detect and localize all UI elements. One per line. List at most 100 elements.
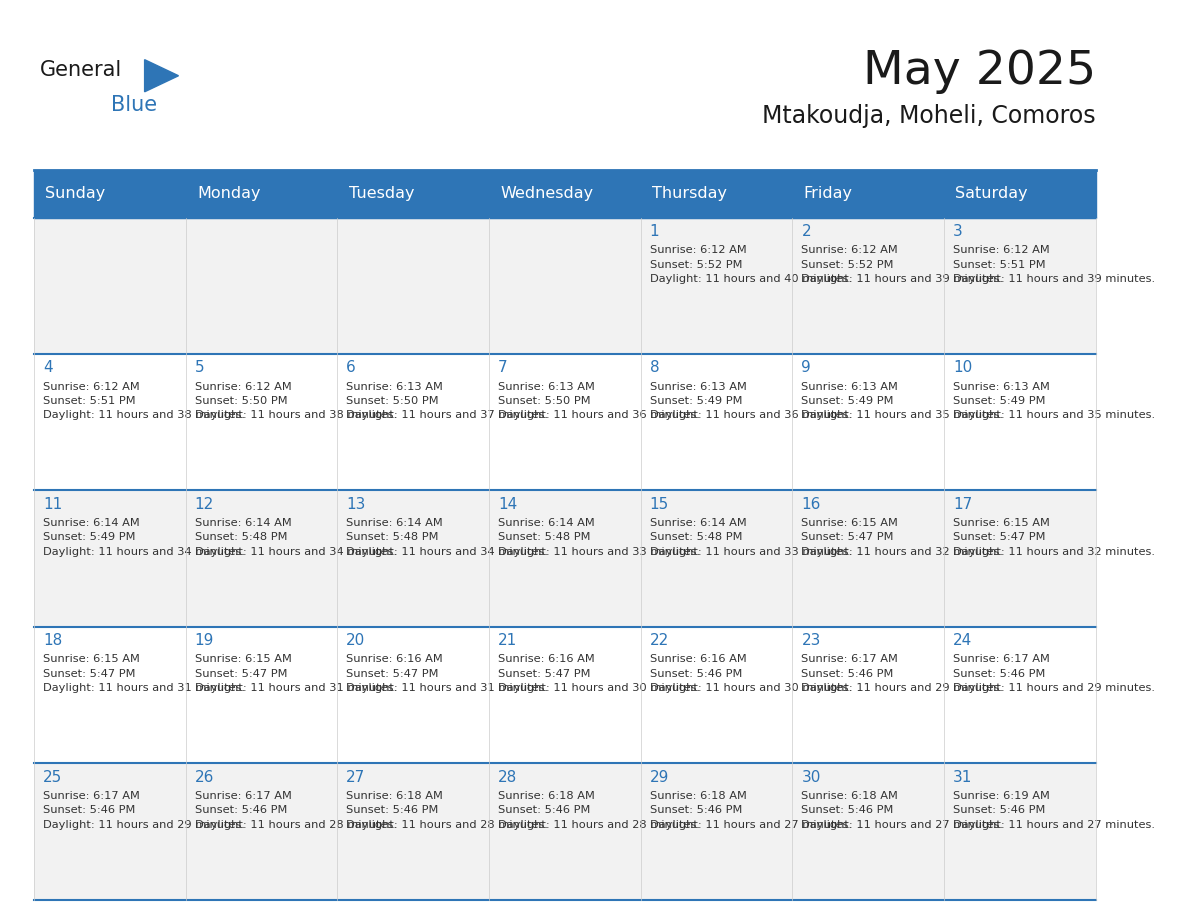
Text: 29: 29 xyxy=(650,769,669,785)
Text: Sunrise: 6:13 AM
Sunset: 5:49 PM
Daylight: 11 hours and 35 minutes.: Sunrise: 6:13 AM Sunset: 5:49 PM Dayligh… xyxy=(802,382,1004,420)
FancyBboxPatch shape xyxy=(944,490,1095,627)
Text: 17: 17 xyxy=(953,497,973,512)
Text: Sunrise: 6:14 AM
Sunset: 5:48 PM
Daylight: 11 hours and 34 minutes.: Sunrise: 6:14 AM Sunset: 5:48 PM Dayligh… xyxy=(195,518,397,556)
Text: Sunrise: 6:15 AM
Sunset: 5:47 PM
Daylight: 11 hours and 31 minutes.: Sunrise: 6:15 AM Sunset: 5:47 PM Dayligh… xyxy=(43,655,245,693)
Text: Mtakoudja, Moheli, Comoros: Mtakoudja, Moheli, Comoros xyxy=(763,104,1095,128)
Text: 15: 15 xyxy=(650,497,669,512)
FancyBboxPatch shape xyxy=(185,490,337,627)
Text: Sunrise: 6:15 AM
Sunset: 5:47 PM
Daylight: 11 hours and 31 minutes.: Sunrise: 6:15 AM Sunset: 5:47 PM Dayligh… xyxy=(195,655,397,693)
Text: 12: 12 xyxy=(195,497,214,512)
Text: May 2025: May 2025 xyxy=(862,49,1095,94)
FancyBboxPatch shape xyxy=(337,627,489,763)
FancyBboxPatch shape xyxy=(640,490,792,627)
Text: 3: 3 xyxy=(953,224,963,239)
Text: 5: 5 xyxy=(195,361,204,375)
FancyBboxPatch shape xyxy=(185,354,337,490)
FancyBboxPatch shape xyxy=(640,763,792,900)
FancyBboxPatch shape xyxy=(185,763,337,900)
Text: Sunrise: 6:17 AM
Sunset: 5:46 PM
Daylight: 11 hours and 29 minutes.: Sunrise: 6:17 AM Sunset: 5:46 PM Dayligh… xyxy=(953,655,1155,693)
Text: Blue: Blue xyxy=(110,95,157,115)
FancyBboxPatch shape xyxy=(337,170,489,218)
Text: Sunrise: 6:14 AM
Sunset: 5:49 PM
Daylight: 11 hours and 34 minutes.: Sunrise: 6:14 AM Sunset: 5:49 PM Dayligh… xyxy=(43,518,245,556)
FancyBboxPatch shape xyxy=(640,218,792,354)
Text: 11: 11 xyxy=(43,497,62,512)
Text: Sunrise: 6:15 AM
Sunset: 5:47 PM
Daylight: 11 hours and 32 minutes.: Sunrise: 6:15 AM Sunset: 5:47 PM Dayligh… xyxy=(802,518,1004,556)
FancyBboxPatch shape xyxy=(944,218,1095,354)
FancyBboxPatch shape xyxy=(792,490,944,627)
Text: Sunrise: 6:13 AM
Sunset: 5:49 PM
Daylight: 11 hours and 36 minutes.: Sunrise: 6:13 AM Sunset: 5:49 PM Dayligh… xyxy=(650,382,852,420)
FancyBboxPatch shape xyxy=(489,170,640,218)
Text: 23: 23 xyxy=(802,633,821,648)
Text: Sunrise: 6:14 AM
Sunset: 5:48 PM
Daylight: 11 hours and 34 minutes.: Sunrise: 6:14 AM Sunset: 5:48 PM Dayligh… xyxy=(347,518,549,556)
Text: Wednesday: Wednesday xyxy=(500,186,594,201)
Polygon shape xyxy=(145,60,178,92)
FancyBboxPatch shape xyxy=(944,170,1095,218)
Text: 8: 8 xyxy=(650,361,659,375)
FancyBboxPatch shape xyxy=(944,354,1095,490)
Text: Sunrise: 6:12 AM
Sunset: 5:50 PM
Daylight: 11 hours and 38 minutes.: Sunrise: 6:12 AM Sunset: 5:50 PM Dayligh… xyxy=(195,382,397,420)
Text: Sunrise: 6:13 AM
Sunset: 5:50 PM
Daylight: 11 hours and 37 minutes.: Sunrise: 6:13 AM Sunset: 5:50 PM Dayligh… xyxy=(347,382,549,420)
Text: Sunrise: 6:18 AM
Sunset: 5:46 PM
Daylight: 11 hours and 28 minutes.: Sunrise: 6:18 AM Sunset: 5:46 PM Dayligh… xyxy=(498,790,700,830)
FancyBboxPatch shape xyxy=(337,490,489,627)
FancyBboxPatch shape xyxy=(640,354,792,490)
Text: Sunrise: 6:16 AM
Sunset: 5:47 PM
Daylight: 11 hours and 30 minutes.: Sunrise: 6:16 AM Sunset: 5:47 PM Dayligh… xyxy=(498,655,700,693)
FancyBboxPatch shape xyxy=(792,170,944,218)
Text: Sunrise: 6:18 AM
Sunset: 5:46 PM
Daylight: 11 hours and 27 minutes.: Sunrise: 6:18 AM Sunset: 5:46 PM Dayligh… xyxy=(802,790,1004,830)
Text: Friday: Friday xyxy=(804,186,853,201)
Text: Sunrise: 6:15 AM
Sunset: 5:47 PM
Daylight: 11 hours and 32 minutes.: Sunrise: 6:15 AM Sunset: 5:47 PM Dayligh… xyxy=(953,518,1155,556)
Text: Sunrise: 6:16 AM
Sunset: 5:47 PM
Daylight: 11 hours and 31 minutes.: Sunrise: 6:16 AM Sunset: 5:47 PM Dayligh… xyxy=(347,655,549,693)
FancyBboxPatch shape xyxy=(792,354,944,490)
Text: Sunrise: 6:16 AM
Sunset: 5:46 PM
Daylight: 11 hours and 30 minutes.: Sunrise: 6:16 AM Sunset: 5:46 PM Dayligh… xyxy=(650,655,852,693)
Text: 19: 19 xyxy=(195,633,214,648)
Text: Sunrise: 6:14 AM
Sunset: 5:48 PM
Daylight: 11 hours and 33 minutes.: Sunrise: 6:14 AM Sunset: 5:48 PM Dayligh… xyxy=(498,518,700,556)
Text: 20: 20 xyxy=(347,633,366,648)
Text: Sunrise: 6:14 AM
Sunset: 5:48 PM
Daylight: 11 hours and 33 minutes.: Sunrise: 6:14 AM Sunset: 5:48 PM Dayligh… xyxy=(650,518,852,556)
FancyBboxPatch shape xyxy=(489,763,640,900)
Text: 4: 4 xyxy=(43,361,52,375)
FancyBboxPatch shape xyxy=(337,218,489,354)
Text: Thursday: Thursday xyxy=(652,186,727,201)
FancyBboxPatch shape xyxy=(944,763,1095,900)
Text: 1: 1 xyxy=(650,224,659,239)
FancyBboxPatch shape xyxy=(34,763,185,900)
Text: 25: 25 xyxy=(43,769,62,785)
FancyBboxPatch shape xyxy=(489,627,640,763)
Text: 28: 28 xyxy=(498,769,517,785)
Text: 24: 24 xyxy=(953,633,973,648)
FancyBboxPatch shape xyxy=(34,354,185,490)
Text: 18: 18 xyxy=(43,633,62,648)
FancyBboxPatch shape xyxy=(337,354,489,490)
Text: 22: 22 xyxy=(650,633,669,648)
Text: Sunrise: 6:13 AM
Sunset: 5:50 PM
Daylight: 11 hours and 36 minutes.: Sunrise: 6:13 AM Sunset: 5:50 PM Dayligh… xyxy=(498,382,700,420)
FancyBboxPatch shape xyxy=(34,170,185,218)
Text: 10: 10 xyxy=(953,361,973,375)
FancyBboxPatch shape xyxy=(185,627,337,763)
FancyBboxPatch shape xyxy=(34,627,185,763)
FancyBboxPatch shape xyxy=(792,627,944,763)
FancyBboxPatch shape xyxy=(792,763,944,900)
Text: 14: 14 xyxy=(498,497,517,512)
Text: 13: 13 xyxy=(347,497,366,512)
Text: Sunrise: 6:18 AM
Sunset: 5:46 PM
Daylight: 11 hours and 27 minutes.: Sunrise: 6:18 AM Sunset: 5:46 PM Dayligh… xyxy=(650,790,852,830)
Text: 6: 6 xyxy=(347,361,356,375)
Text: Saturday: Saturday xyxy=(955,186,1028,201)
Text: Sunrise: 6:12 AM
Sunset: 5:51 PM
Daylight: 11 hours and 39 minutes.: Sunrise: 6:12 AM Sunset: 5:51 PM Dayligh… xyxy=(953,245,1155,284)
Text: Sunrise: 6:17 AM
Sunset: 5:46 PM
Daylight: 11 hours and 28 minutes.: Sunrise: 6:17 AM Sunset: 5:46 PM Dayligh… xyxy=(195,790,397,830)
Text: Sunrise: 6:17 AM
Sunset: 5:46 PM
Daylight: 11 hours and 29 minutes.: Sunrise: 6:17 AM Sunset: 5:46 PM Dayligh… xyxy=(43,790,245,830)
Text: Sunrise: 6:13 AM
Sunset: 5:49 PM
Daylight: 11 hours and 35 minutes.: Sunrise: 6:13 AM Sunset: 5:49 PM Dayligh… xyxy=(953,382,1155,420)
Text: Sunrise: 6:18 AM
Sunset: 5:46 PM
Daylight: 11 hours and 28 minutes.: Sunrise: 6:18 AM Sunset: 5:46 PM Dayligh… xyxy=(347,790,549,830)
Text: 30: 30 xyxy=(802,769,821,785)
Text: 7: 7 xyxy=(498,361,507,375)
FancyBboxPatch shape xyxy=(337,763,489,900)
Text: Tuesday: Tuesday xyxy=(348,186,415,201)
Text: Monday: Monday xyxy=(197,186,260,201)
FancyBboxPatch shape xyxy=(792,218,944,354)
Text: Sunday: Sunday xyxy=(45,186,106,201)
Text: 31: 31 xyxy=(953,769,973,785)
FancyBboxPatch shape xyxy=(489,354,640,490)
Text: Sunrise: 6:12 AM
Sunset: 5:52 PM
Daylight: 11 hours and 39 minutes.: Sunrise: 6:12 AM Sunset: 5:52 PM Dayligh… xyxy=(802,245,1004,284)
Text: 21: 21 xyxy=(498,633,517,648)
Text: Sunrise: 6:19 AM
Sunset: 5:46 PM
Daylight: 11 hours and 27 minutes.: Sunrise: 6:19 AM Sunset: 5:46 PM Dayligh… xyxy=(953,790,1155,830)
Text: General: General xyxy=(39,60,122,80)
FancyBboxPatch shape xyxy=(34,218,185,354)
